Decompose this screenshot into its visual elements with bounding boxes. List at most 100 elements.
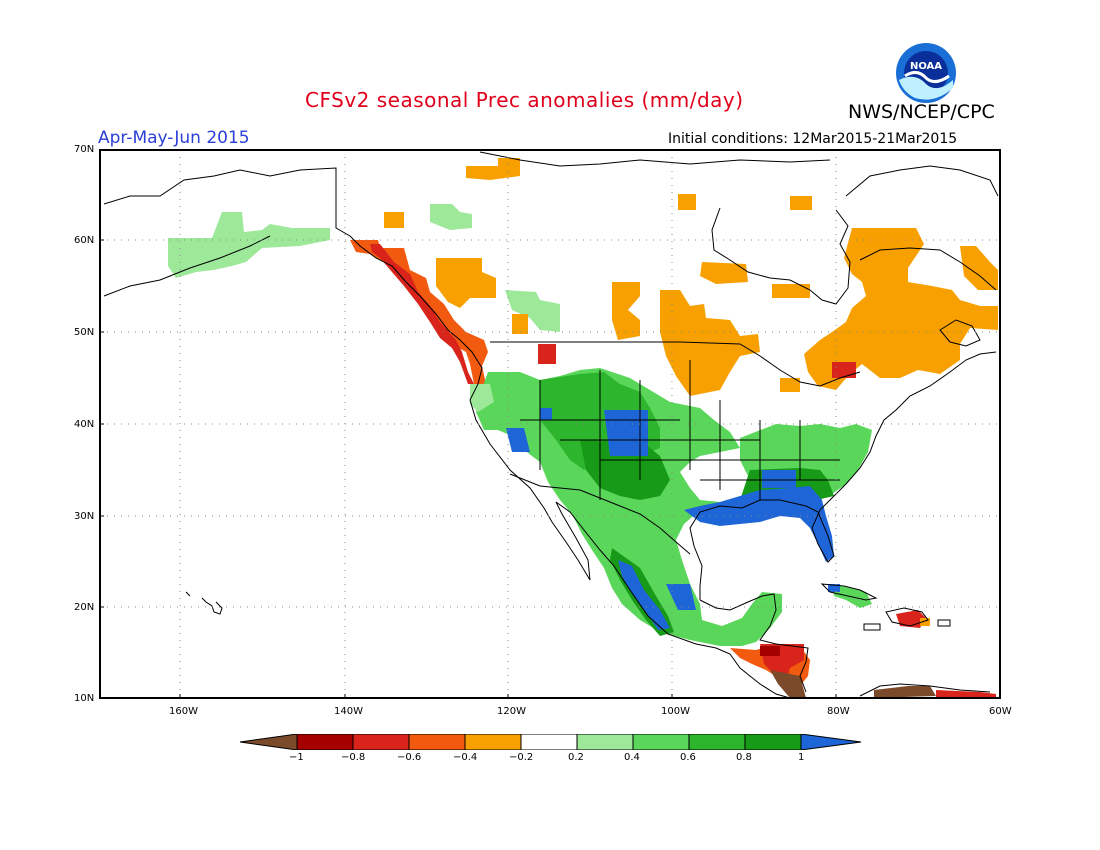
lat-label-70n: 70N bbox=[74, 144, 95, 155]
anomaly-labrador-orange bbox=[960, 246, 998, 290]
noaa-logo: NOAA bbox=[896, 43, 956, 103]
colorbar-swatch-5 bbox=[520, 734, 578, 750]
anomaly-georgia-blue bbox=[762, 470, 796, 488]
anomaly-bc-green bbox=[505, 290, 560, 332]
anomaly-cuba-blue bbox=[828, 584, 840, 592]
colorbar-label-4: −0.2 bbox=[509, 752, 534, 763]
anomaly-yukon-orange bbox=[384, 212, 404, 228]
coastline-labrador bbox=[859, 247, 997, 291]
anomaly-layer bbox=[168, 158, 998, 698]
colorbar-swatch-3 bbox=[408, 734, 466, 750]
colorbar-label-5: 0.2 bbox=[568, 752, 584, 763]
anomaly-bc-orange bbox=[436, 258, 496, 308]
noaa-logo-gull bbox=[904, 71, 950, 83]
border-us-mexico bbox=[509, 473, 691, 555]
lon-label-140w: 140W bbox=[334, 706, 363, 717]
colorbar bbox=[240, 734, 862, 750]
anomaly-venezuela-brown bbox=[874, 686, 936, 698]
anomaly-washington-orange bbox=[512, 314, 528, 334]
coastline-yucatan bbox=[699, 593, 809, 693]
colorbar-swatch-7 bbox=[632, 734, 690, 750]
coastline-hawaii bbox=[185, 591, 223, 615]
anomaly-venezuela-red bbox=[936, 690, 996, 698]
lon-label-100w: 100W bbox=[661, 706, 690, 717]
lat-label-40n: 40N bbox=[74, 419, 95, 430]
lat-label-20n: 20N bbox=[74, 602, 95, 613]
border-us-states bbox=[520, 360, 840, 500]
anomaly-lakes-red bbox=[832, 362, 856, 378]
anomaly-centralamerica-brown bbox=[770, 670, 806, 698]
coastline-newfoundland bbox=[939, 319, 981, 347]
axis-ticks bbox=[100, 149, 837, 698]
coastlines bbox=[103, 151, 999, 699]
colorbar-label-0: −1 bbox=[289, 752, 304, 763]
anomaly-gulf-coast-blue bbox=[684, 486, 834, 562]
border-us-canada bbox=[490, 341, 861, 387]
anomaly-hudson-orange bbox=[700, 262, 748, 284]
anomaly-pacific-coast-orangered bbox=[350, 240, 488, 384]
lat-label-30n: 30N bbox=[74, 511, 95, 522]
anomaly-utah-blue bbox=[540, 408, 552, 420]
colorbar-swatch-2 bbox=[352, 734, 410, 750]
coastline-hispaniola bbox=[885, 607, 929, 627]
colorbar-swatch-1 bbox=[296, 734, 354, 750]
lon-label-120w: 120W bbox=[497, 706, 526, 717]
colorbar-swatch-0 bbox=[240, 734, 298, 750]
chart-title: CFSv2 seasonal Prec anomalies (mm/day) bbox=[305, 88, 744, 112]
borders bbox=[335, 168, 861, 555]
season-label: Apr-May-Jun 2015 bbox=[98, 128, 250, 148]
noaa-logo-wave bbox=[899, 76, 953, 100]
lon-label-80w: 80W bbox=[827, 706, 850, 717]
anomaly-alaska-green bbox=[168, 212, 330, 278]
coastline-puertorico bbox=[937, 619, 951, 627]
colorbar-swatch-4 bbox=[464, 734, 522, 750]
colorbar-swatch-8 bbox=[688, 734, 746, 750]
anomaly-quebec-orange bbox=[804, 228, 998, 390]
colorbar-label-9: 1 bbox=[798, 752, 805, 763]
anomaly-mexico-east-blue bbox=[666, 584, 696, 610]
anomaly-central-orange-a bbox=[612, 282, 640, 340]
coastline-hudson-bay bbox=[711, 207, 851, 305]
lat-label-60n: 60N bbox=[74, 235, 95, 246]
grid-lines bbox=[100, 150, 1000, 698]
coastline-east bbox=[689, 351, 997, 600]
anomaly-california-lightgreen bbox=[470, 384, 494, 412]
colorbar-label-3: −0.4 bbox=[453, 752, 478, 763]
lat-label-10n: 10N bbox=[74, 693, 95, 704]
colorbar-label-2: −0.6 bbox=[397, 752, 422, 763]
colorbar-label-1: −0.8 bbox=[341, 752, 366, 763]
coastline-arctic bbox=[479, 151, 831, 167]
anomaly-centralamerica-darkred bbox=[760, 646, 780, 656]
colorbar-label-8: 0.8 bbox=[736, 752, 752, 763]
coastline-cuba bbox=[820, 583, 878, 601]
anomaly-pacific-coast-red bbox=[370, 244, 474, 384]
anomaly-mexico-blue bbox=[618, 560, 670, 630]
anomaly-cuba-green bbox=[832, 584, 872, 608]
anomaly-west-green bbox=[476, 368, 782, 646]
anomaly-lakes-orange bbox=[780, 378, 800, 392]
lon-label-60w: 60W bbox=[989, 706, 1012, 717]
colorbar-swatch-6 bbox=[576, 734, 634, 750]
colorbar-swatch-10 bbox=[800, 734, 862, 750]
colorbar-swatch-9 bbox=[744, 734, 802, 750]
coastline-jamaica bbox=[863, 623, 881, 631]
anomaly-nunavut-orange bbox=[678, 194, 696, 210]
anomaly-baffin-orange bbox=[790, 196, 812, 210]
agency-label: NWS/NCEP/CPC bbox=[848, 101, 995, 123]
colorbar-label-6: 0.4 bbox=[624, 752, 640, 763]
lat-label-50n: 50N bbox=[74, 327, 95, 338]
coastline-baffin bbox=[845, 165, 999, 197]
anomaly-arctic-orange bbox=[466, 158, 520, 180]
anomaly-idaho-red bbox=[538, 344, 556, 364]
colorbar-label-7: 0.6 bbox=[680, 752, 696, 763]
coastline-alaska-south bbox=[103, 235, 271, 297]
anomaly-canada-green bbox=[430, 204, 472, 230]
noaa-logo-text: NOAA bbox=[910, 61, 942, 72]
anomaly-ontario-orange bbox=[772, 284, 810, 298]
initial-conditions-label: Initial conditions: 12Mar2015-21Mar2015 bbox=[668, 131, 958, 147]
lon-label-160w: 160W bbox=[169, 706, 198, 717]
anomaly-nevada-blue bbox=[506, 428, 530, 452]
anomaly-colorado-blue bbox=[604, 410, 648, 456]
coastline-southamerica bbox=[859, 683, 991, 697]
